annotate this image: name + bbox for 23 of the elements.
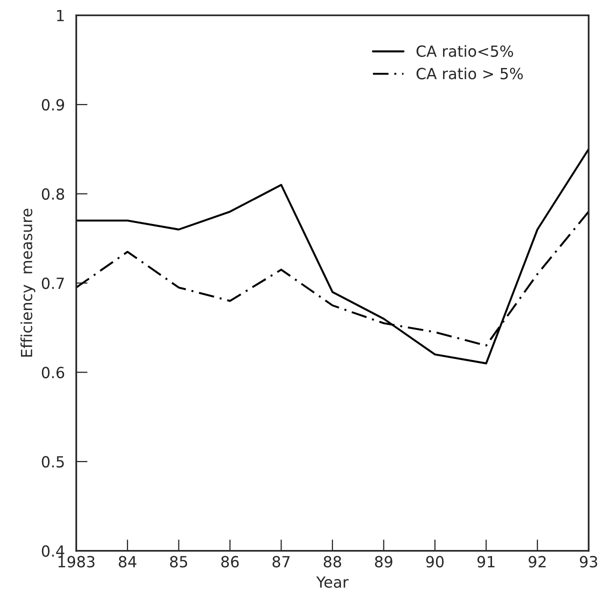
x-axis-title: Year [316,576,349,588]
legend-label: CA ratio > 5% [416,68,523,80]
y-tick-label: 1 [57,10,64,22]
x-tick-label: 86 [221,556,239,568]
x-tick-label: 93 [580,556,598,568]
legend-label: CA ratio<5% [416,45,514,57]
x-tick-label: 88 [324,556,342,568]
y-axis-title: Efficiency measure [20,208,36,357]
x-tick-label: 91 [477,556,494,568]
y-tick-label: 0.9 [42,99,64,111]
y-tick-label: 0.5 [42,456,64,468]
x-tick-label: 1983 [58,556,94,568]
y-tick-label: 0.7 [42,278,64,290]
x-tick-label: 85 [170,556,188,568]
line-series [76,148,589,364]
y-tick-label: 0.4 [42,545,64,557]
x-tick-label: 90 [426,556,444,568]
y-tick-label: 0.6 [42,366,64,378]
x-tick-label: 84 [118,556,136,568]
x-tick-label: 92 [528,556,546,568]
x-tick-label: 89 [375,556,392,568]
y-tick-label: 0.8 [42,188,64,200]
x-tick-label: 87 [272,556,290,568]
